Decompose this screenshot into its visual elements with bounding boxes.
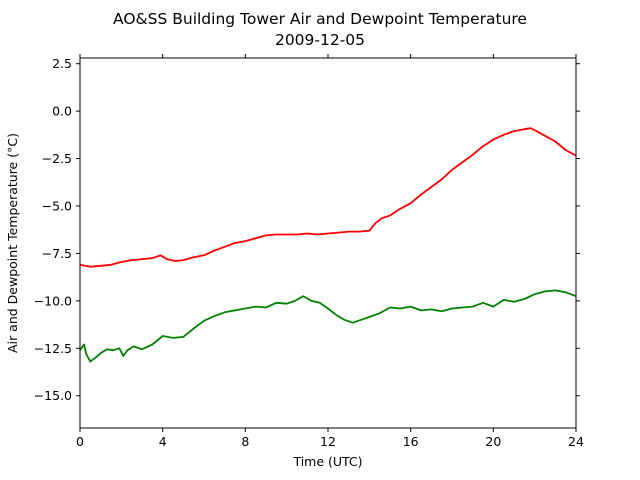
- x-tick-label: 8: [241, 434, 249, 449]
- y-tick-label: 0.0: [52, 104, 72, 119]
- ticks-layer: 0 4 8 12 16 20 24 2.5 0.0 −2.5 −5.0 −7.5 −10.0 −12.5 −…: [34, 54, 584, 449]
- plot-frame: [79, 57, 577, 429]
- chart-subtitle: 2009-12-05: [275, 31, 365, 49]
- series-layer: [79, 127, 577, 363]
- y-tick-label: −10.0: [34, 293, 72, 308]
- x-tick-label: 24: [568, 434, 584, 449]
- series-line-0: [79, 127, 577, 268]
- x-tick-label: 0: [76, 434, 84, 449]
- y-tick-label: −12.5: [34, 341, 72, 356]
- y-tick-label: −5.0: [42, 199, 72, 214]
- x-tick-label: 20: [485, 434, 501, 449]
- x-tick-label: 12: [320, 434, 336, 449]
- x-axis-label: Time (UTC): [292, 454, 362, 469]
- y-tick-label: −7.5: [42, 246, 72, 261]
- y-tick-label: 2.5: [52, 56, 72, 71]
- y-axis-label: Air and Dewpoint Temperature (°C): [5, 133, 20, 353]
- y-tick-label: −2.5: [42, 151, 72, 166]
- y-tick-label: −15.0: [34, 388, 72, 403]
- x-tick-label: 4: [159, 434, 167, 449]
- x-tick-label: 16: [403, 434, 419, 449]
- chart-title: AO&SS Building Tower Air and Dewpoint Te…: [113, 10, 527, 28]
- series-line-1: [79, 289, 577, 363]
